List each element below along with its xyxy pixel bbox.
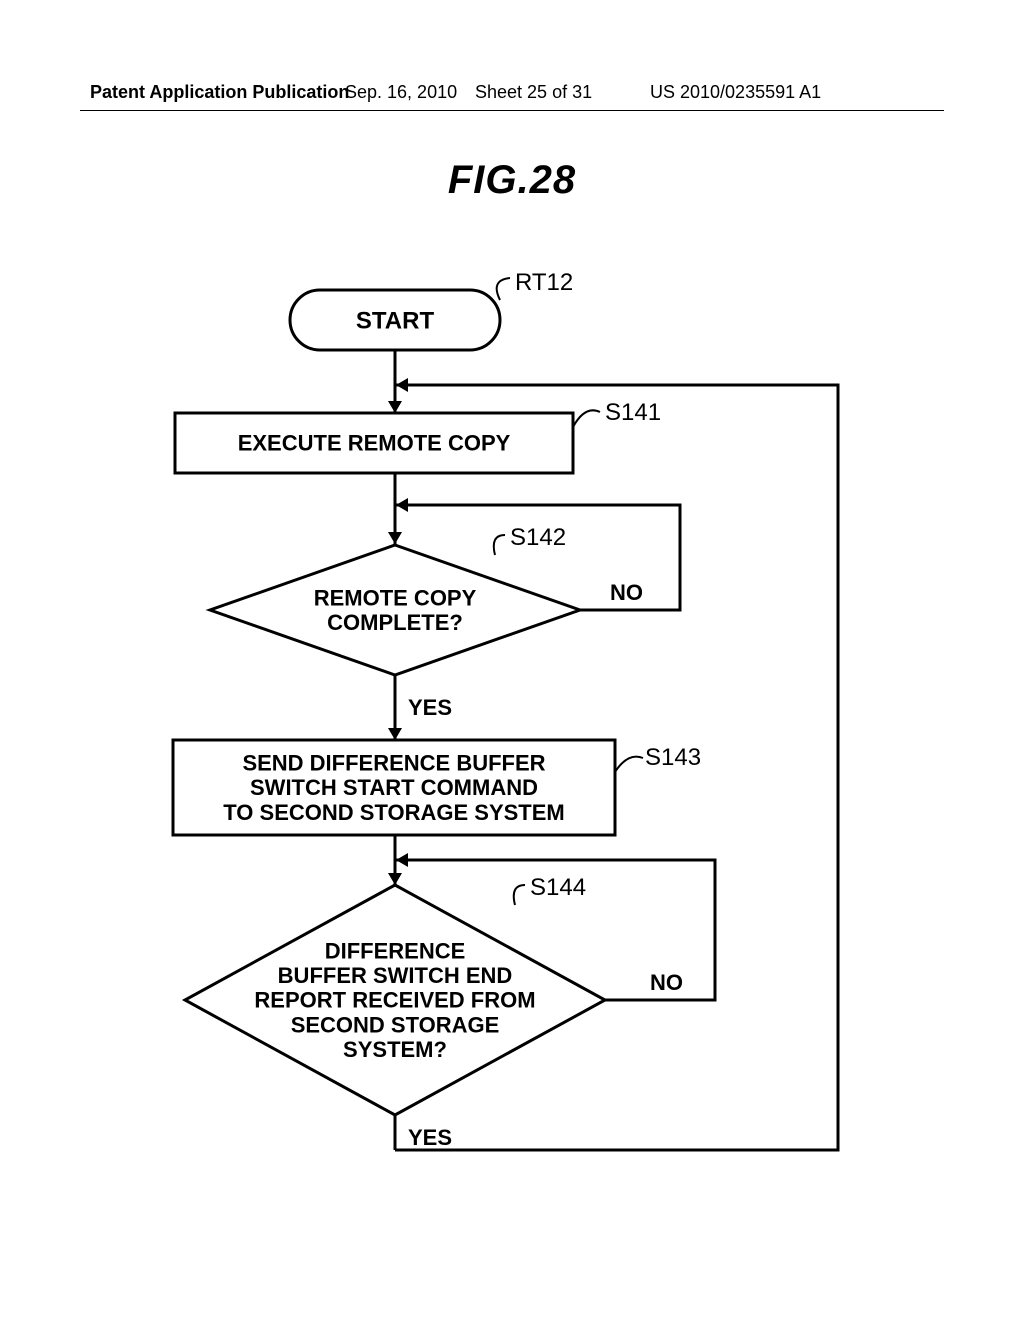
svg-text:NO: NO bbox=[610, 580, 643, 605]
svg-text:S142: S142 bbox=[510, 524, 566, 551]
flowchart: YES NO YES NO START RT12 EXECUTE REMOTE COPY S1… bbox=[0, 0, 1024, 1320]
svg-text:DIFFERENCE: DIFFERENCE bbox=[325, 938, 466, 963]
svg-text:YES: YES bbox=[408, 1125, 452, 1150]
svg-text:TO SECOND STORAGE SYSTEM: TO SECOND STORAGE SYSTEM bbox=[223, 800, 564, 825]
svg-text:REPORT RECEIVED FROM: REPORT RECEIVED FROM bbox=[254, 988, 535, 1013]
svg-text:EXECUTE REMOTE COPY: EXECUTE REMOTE COPY bbox=[238, 431, 511, 456]
svg-text:SEND DIFFERENCE BUFFER: SEND DIFFERENCE BUFFER bbox=[242, 751, 545, 776]
svg-text:SECOND STORAGE: SECOND STORAGE bbox=[291, 1012, 500, 1037]
svg-text:S141: S141 bbox=[605, 399, 661, 426]
svg-text:BUFFER SWITCH END: BUFFER SWITCH END bbox=[278, 963, 513, 988]
svg-text:S144: S144 bbox=[530, 874, 586, 901]
svg-text:S143: S143 bbox=[645, 744, 701, 771]
svg-text:REMOTE COPY: REMOTE COPY bbox=[314, 585, 477, 610]
page: Patent Application Publication Sep. 16, … bbox=[0, 0, 1024, 1320]
svg-text:SWITCH START COMMAND: SWITCH START COMMAND bbox=[250, 775, 538, 800]
svg-text:NO: NO bbox=[650, 970, 683, 995]
svg-text:START: START bbox=[356, 307, 435, 334]
svg-text:SYSTEM?: SYSTEM? bbox=[343, 1037, 447, 1062]
svg-text:RT12: RT12 bbox=[515, 269, 573, 296]
svg-text:COMPLETE?: COMPLETE? bbox=[327, 610, 463, 635]
svg-text:YES: YES bbox=[408, 695, 452, 720]
